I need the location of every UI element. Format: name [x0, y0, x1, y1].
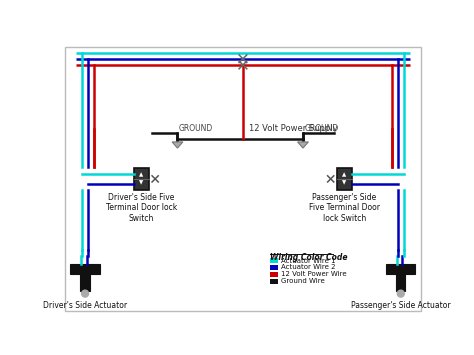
- Text: Wiring Color Code: Wiring Color Code: [270, 253, 347, 262]
- Text: Actuator Wire 2: Actuator Wire 2: [281, 264, 335, 271]
- Polygon shape: [298, 142, 309, 148]
- Text: ▲: ▲: [342, 173, 346, 178]
- Text: ▼: ▼: [139, 180, 144, 185]
- Bar: [386, 264, 415, 274]
- Text: Driver's Side Actuator: Driver's Side Actuator: [43, 301, 127, 310]
- Bar: [270, 258, 278, 263]
- Bar: [270, 272, 278, 277]
- Text: Ground Wire: Ground Wire: [281, 278, 324, 284]
- Text: Passenger's Side Actuator: Passenger's Side Actuator: [351, 301, 451, 310]
- Text: GROUND: GROUND: [304, 124, 339, 133]
- Text: ▼: ▼: [342, 180, 346, 185]
- Bar: [71, 264, 100, 274]
- Bar: [337, 168, 352, 190]
- Text: Passenger's Side
Five Terminal Door
lock Switch: Passenger's Side Five Terminal Door lock…: [309, 193, 380, 223]
- Bar: [134, 168, 149, 190]
- Circle shape: [82, 290, 89, 297]
- Bar: [270, 279, 278, 284]
- Text: 12 Volt Power Wire: 12 Volt Power Wire: [281, 271, 346, 277]
- Text: GROUND: GROUND: [179, 124, 213, 133]
- Bar: [81, 274, 90, 291]
- Bar: [396, 274, 405, 291]
- Text: Actuator Wire 1: Actuator Wire 1: [281, 257, 335, 263]
- Text: ▲: ▲: [139, 173, 144, 178]
- Bar: [270, 265, 278, 270]
- Circle shape: [397, 290, 404, 297]
- Polygon shape: [172, 142, 183, 148]
- Text: Driver's Side Five
Terminal Door lock
Switch: Driver's Side Five Terminal Door lock Sw…: [106, 193, 177, 223]
- Text: 12 Volt Power Supply: 12 Volt Power Supply: [249, 124, 337, 132]
